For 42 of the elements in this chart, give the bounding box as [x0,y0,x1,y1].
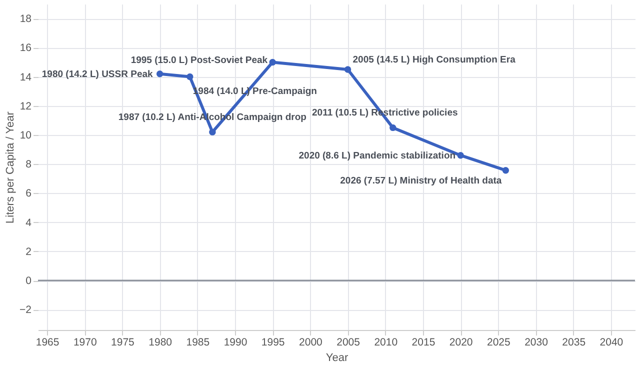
x-tick-label: 1980 [148,336,172,348]
point [502,167,510,174]
point [457,152,464,159]
annotation: 2005 (14.5 L) High Consumption Era [352,54,516,66]
y-tick-label: 6 [26,188,32,200]
x-tick-label: 2020 [449,336,473,348]
x-axis-title: Year [326,352,348,364]
x-tick-label: 1970 [73,336,97,348]
x-tick-label: 1965 [36,336,60,348]
y-tick-label: 2 [26,246,32,258]
x-tick-label: 2010 [374,336,398,348]
y-tick-label: −2 [20,304,32,316]
x-tick-label: 1995 [261,336,285,348]
y-tick-label: 8 [26,158,32,171]
y-tick-label: 4 [26,216,32,229]
point [209,128,216,136]
y-tick-label: 12 [20,100,32,112]
x-tick-label: 1990 [224,336,248,348]
y-tick-label: 10 [20,129,32,142]
point [186,73,194,80]
annotation: 1995 (15.0 L) Post-Soviet Peak [130,55,268,66]
point [269,58,276,66]
x-tick-label: 2025 [486,336,510,348]
x-tick-label: 2000 [299,336,323,348]
x-tick-label: 2030 [524,336,548,348]
annotation: 1980 (14.2 L) USSR Peak [42,68,154,80]
y-tick-label: 0 [26,275,32,288]
x-tick-label: 1985 [186,336,210,348]
x-tick-label: 2035 [562,336,586,348]
point [156,70,164,78]
point [390,124,396,132]
y-tick-label: 18 [20,13,32,26]
annotation: 2020 (8.6 L) Pandemic stabilization [298,150,456,162]
x-tick-label: 2015 [412,336,436,348]
x-tick-label: 1975 [111,336,135,348]
x-tick-label: 2040 [600,336,624,348]
point [344,66,352,73]
x-tick-label: 2005 [336,336,360,348]
y-tick-label: 14 [20,71,32,84]
y-axis-title: Liters per Capita / Year [4,111,17,224]
annotation: 2026 (7.57 L) Ministry of Health data [340,175,502,186]
y-tick-label: 16 [20,42,32,54]
